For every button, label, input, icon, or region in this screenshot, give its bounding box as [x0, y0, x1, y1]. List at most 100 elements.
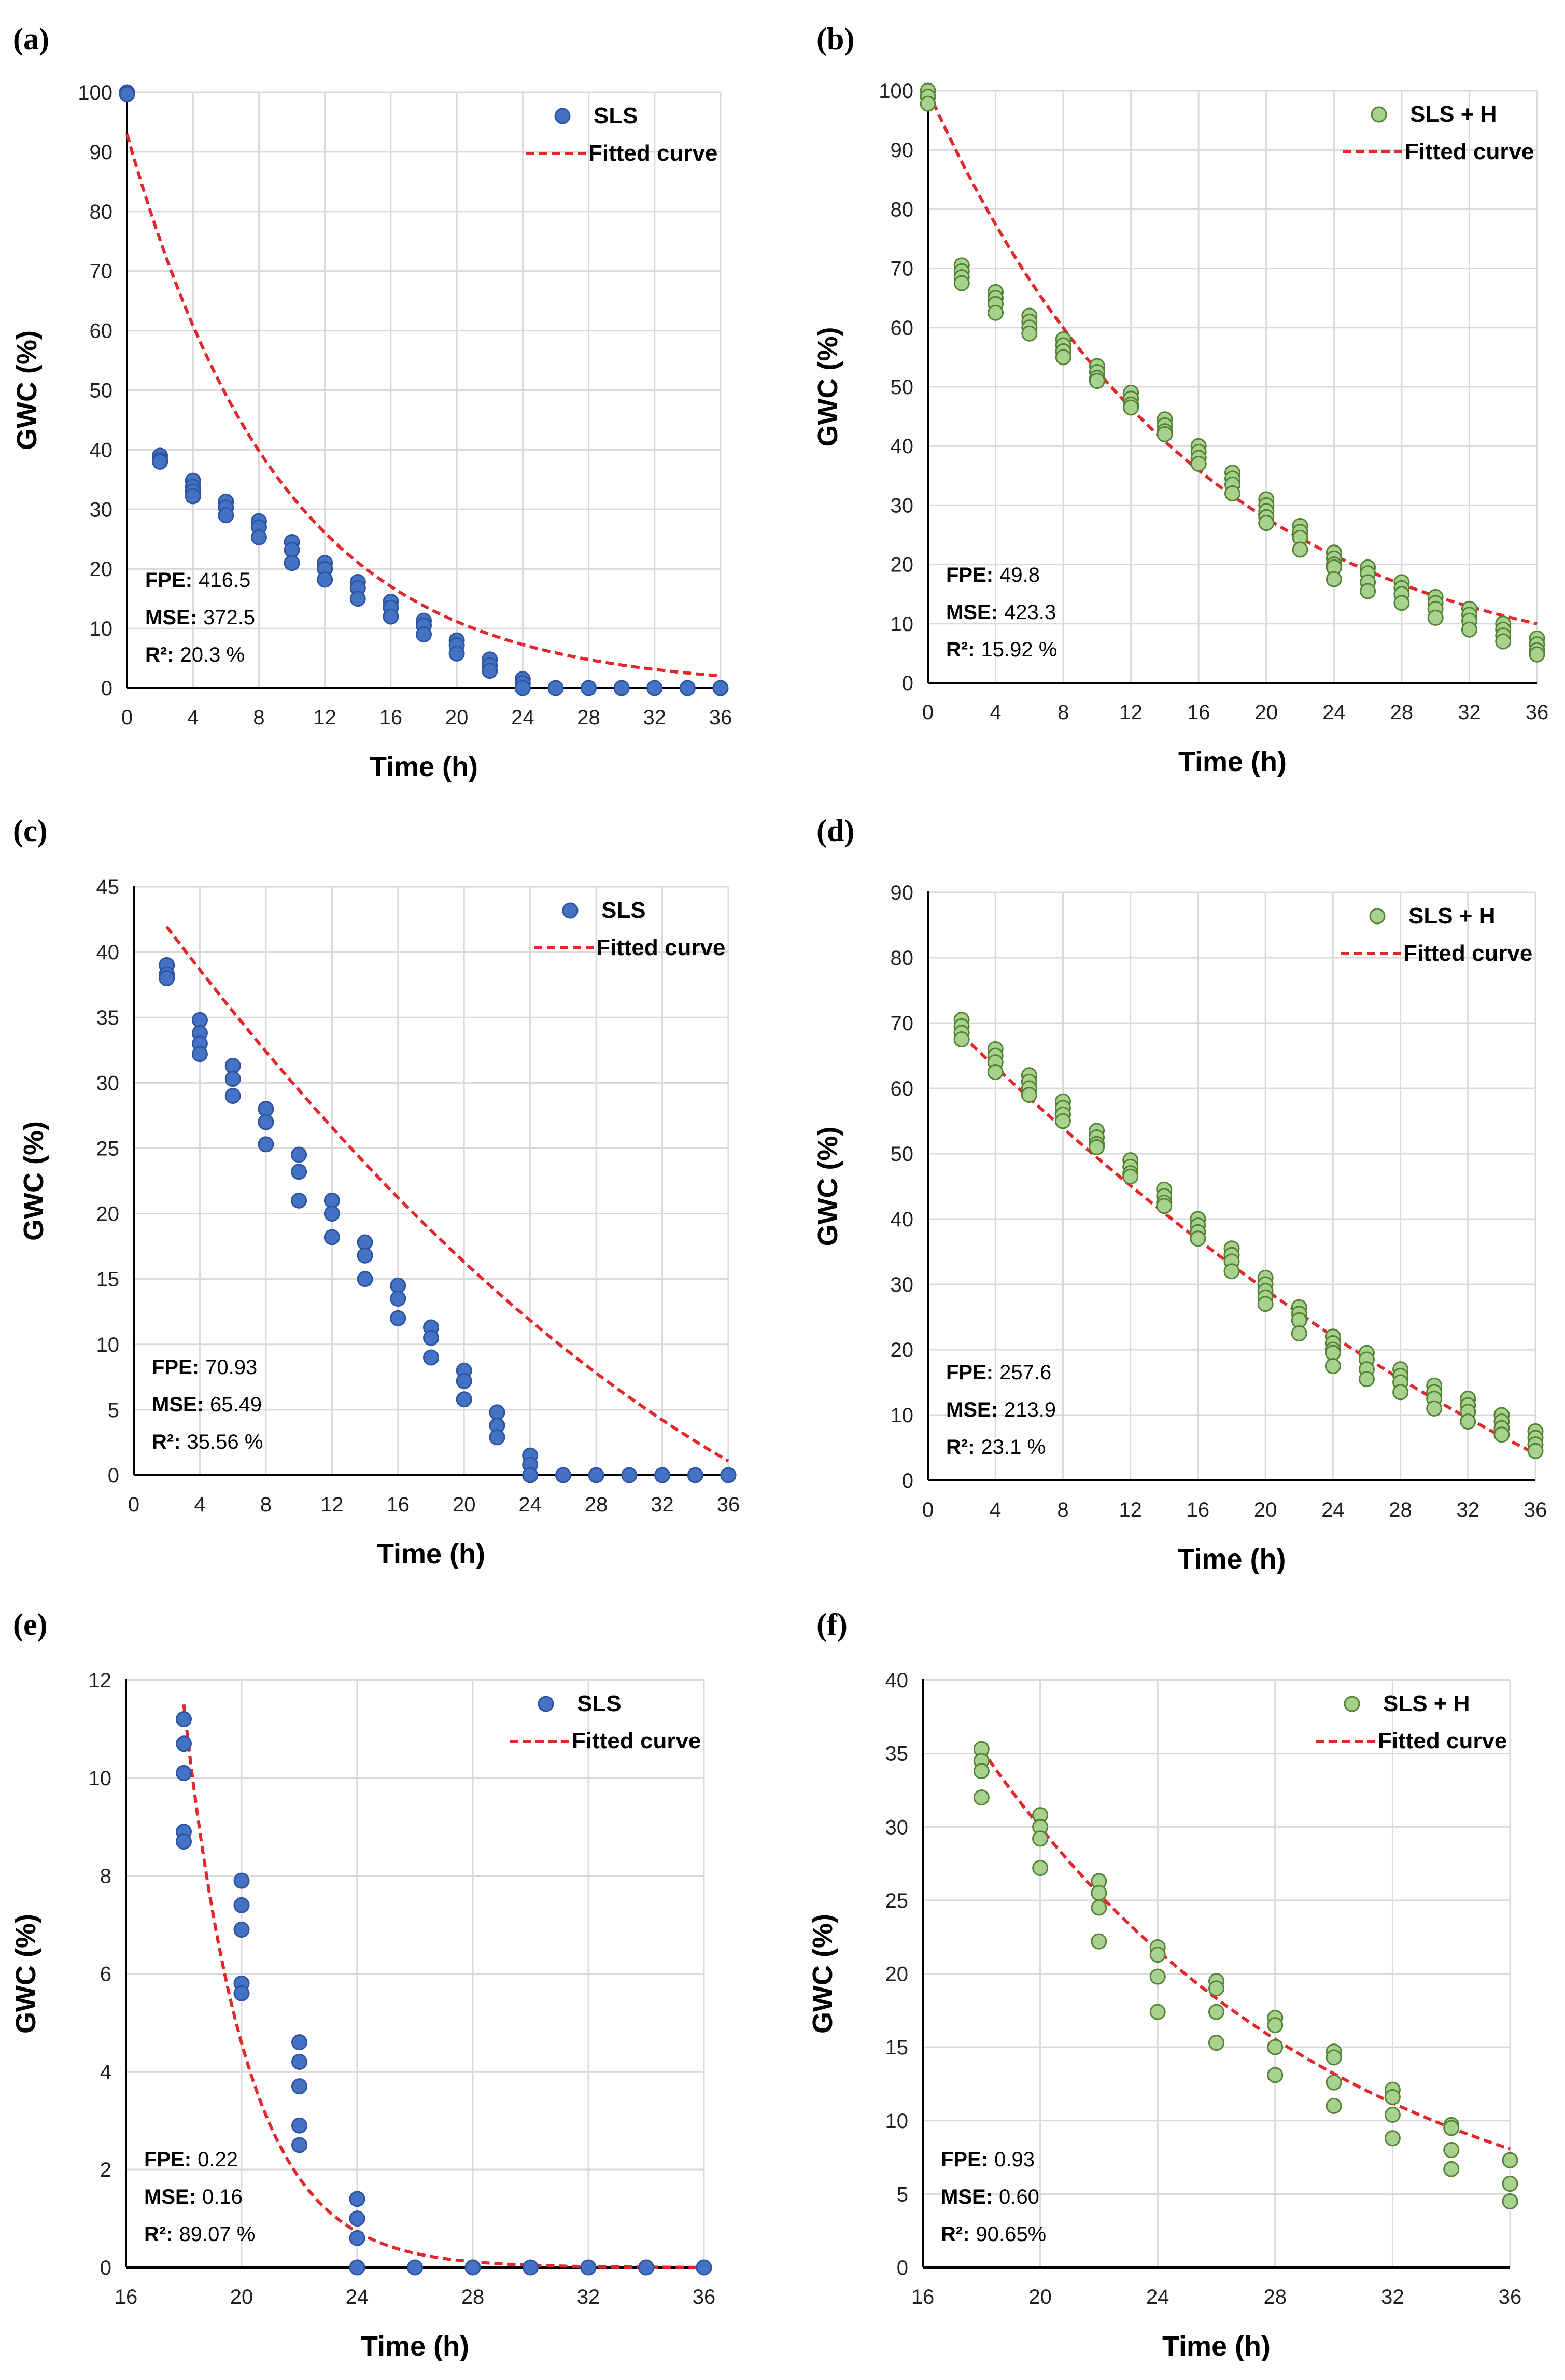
legend-fit-label: Fitted curve [1403, 941, 1532, 966]
y-tick-label: 60 [891, 1077, 914, 1100]
data-point [152, 453, 168, 470]
data-point [224, 1071, 241, 1087]
x-tick-label: 16 [379, 706, 403, 729]
stat-line: FPE: 257.6 [946, 1361, 1051, 1384]
data-point [1326, 2097, 1342, 2114]
x-tick-label: 16 [387, 1493, 410, 1516]
x-tick-label: 24 [511, 706, 534, 729]
x-axis-title: Time (h) [370, 751, 478, 782]
y-tick-label: 40 [885, 1669, 909, 1692]
data-point [233, 1985, 250, 2001]
y-tick-label: 5 [108, 1399, 119, 1422]
y-tick-label: 40 [891, 435, 914, 458]
stat-value: 423.3 [1004, 601, 1056, 624]
x-tick-label: 32 [577, 2286, 600, 2308]
data-point [621, 1467, 638, 1483]
stat-key: FPE: [941, 2148, 988, 2171]
data-point [456, 1391, 472, 1408]
data-point [523, 2259, 539, 2276]
y-tick-label: 20 [885, 1963, 909, 1986]
data-point [323, 1229, 340, 1245]
panel-label: (e) [13, 1607, 48, 1642]
x-tick-label: 20 [1255, 701, 1278, 724]
data-point [1122, 1168, 1139, 1185]
y-tick-label: 40 [96, 941, 120, 964]
data-point [1267, 2039, 1284, 2055]
stat-line: MSE: 423.3 [946, 601, 1056, 624]
x-tick-label: 28 [461, 2286, 485, 2308]
data-point [1257, 1296, 1274, 1312]
x-tick-label: 20 [445, 706, 469, 729]
y-tick-label: 35 [885, 1743, 909, 1766]
data-point [317, 571, 333, 588]
data-point [383, 608, 399, 625]
fitted-curve [125, 133, 721, 678]
legend-marker [562, 902, 579, 919]
data-point [1527, 1443, 1544, 1459]
y-tick-label: 0 [101, 677, 112, 700]
x-tick-label: 32 [1458, 701, 1481, 724]
data-point [679, 680, 696, 696]
y-axis-title: GWC (%) [10, 1914, 41, 2034]
data-point [1443, 2161, 1460, 2177]
y-tick-label: 50 [891, 376, 914, 399]
y-tick-label: 40 [90, 439, 113, 461]
data-point [233, 1872, 250, 1889]
data-point [390, 1291, 406, 1307]
x-tick-label: 32 [643, 706, 667, 729]
data-point [489, 1429, 505, 1446]
stat-line: MSE: 213.9 [946, 1398, 1056, 1421]
y-tick-label: 80 [891, 198, 914, 221]
x-tick-label: 28 [1264, 2286, 1287, 2308]
data-point [291, 1192, 307, 1209]
data-point [1324, 1358, 1341, 1374]
x-axis-title: Time (h) [1177, 1544, 1286, 1575]
data-point [1502, 2176, 1518, 2192]
data-point [176, 1735, 192, 1752]
data-point [1021, 325, 1038, 342]
data-point [357, 1271, 373, 1287]
stat-line: FPE: 0.93 [941, 2148, 1035, 2171]
chart-b: (b) 0 10 20 30 40 50 60 70 80 90 100 0 4 8 12 16 20 24 28 32… [812, 22, 1548, 777]
y-tick-label: 4 [100, 2061, 111, 2083]
legend-series-label: SLS [577, 1691, 622, 1716]
stat-value: 213.9 [1004, 1398, 1056, 1421]
data-point [176, 1833, 192, 1850]
fitted-curve [165, 926, 729, 1463]
data-point [291, 2137, 307, 2153]
data-point [1493, 1426, 1510, 1443]
y-tick-label: 0 [108, 1464, 119, 1487]
stat-line: MSE: 0.16 [144, 2186, 243, 2208]
stat-key: MSE: [941, 2186, 993, 2208]
y-tick-label: 0 [897, 2257, 908, 2279]
y-tick-label: 6 [100, 1963, 111, 1986]
data-point [250, 529, 267, 545]
stat-value: 257.6 [999, 1361, 1051, 1384]
y-tick-label: 15 [885, 2036, 909, 2059]
stat-key: R²: [941, 2223, 970, 2246]
x-tick-label: 8 [1058, 701, 1069, 724]
data-point [176, 1765, 192, 1781]
data-point [218, 507, 234, 524]
y-tick-label: 0 [902, 672, 913, 695]
stat-line: FPE: 49.8 [946, 564, 1040, 586]
x-tick-label: 20 [1028, 2286, 1052, 2308]
stat-line: R²: 20.3 % [145, 643, 245, 666]
data-point [191, 1046, 208, 1062]
x-tick-label: 24 [518, 1493, 542, 1516]
data-point [357, 1247, 373, 1264]
x-tick-label: 0 [922, 701, 934, 724]
x-tick-label: 28 [585, 1493, 608, 1516]
legend-series-label: SLS + H [1408, 903, 1496, 929]
x-tick-label: 4 [194, 1493, 205, 1516]
y-tick-label: 30 [891, 1273, 914, 1296]
stat-value: 0.93 [994, 2148, 1035, 2171]
data-point [423, 1349, 439, 1366]
stat-line: MSE: 0.60 [941, 2186, 1039, 2208]
data-point [258, 1114, 274, 1130]
data-point [920, 95, 936, 112]
data-point [482, 663, 498, 679]
data-point [638, 2259, 654, 2276]
y-tick-label: 50 [891, 1143, 914, 1166]
